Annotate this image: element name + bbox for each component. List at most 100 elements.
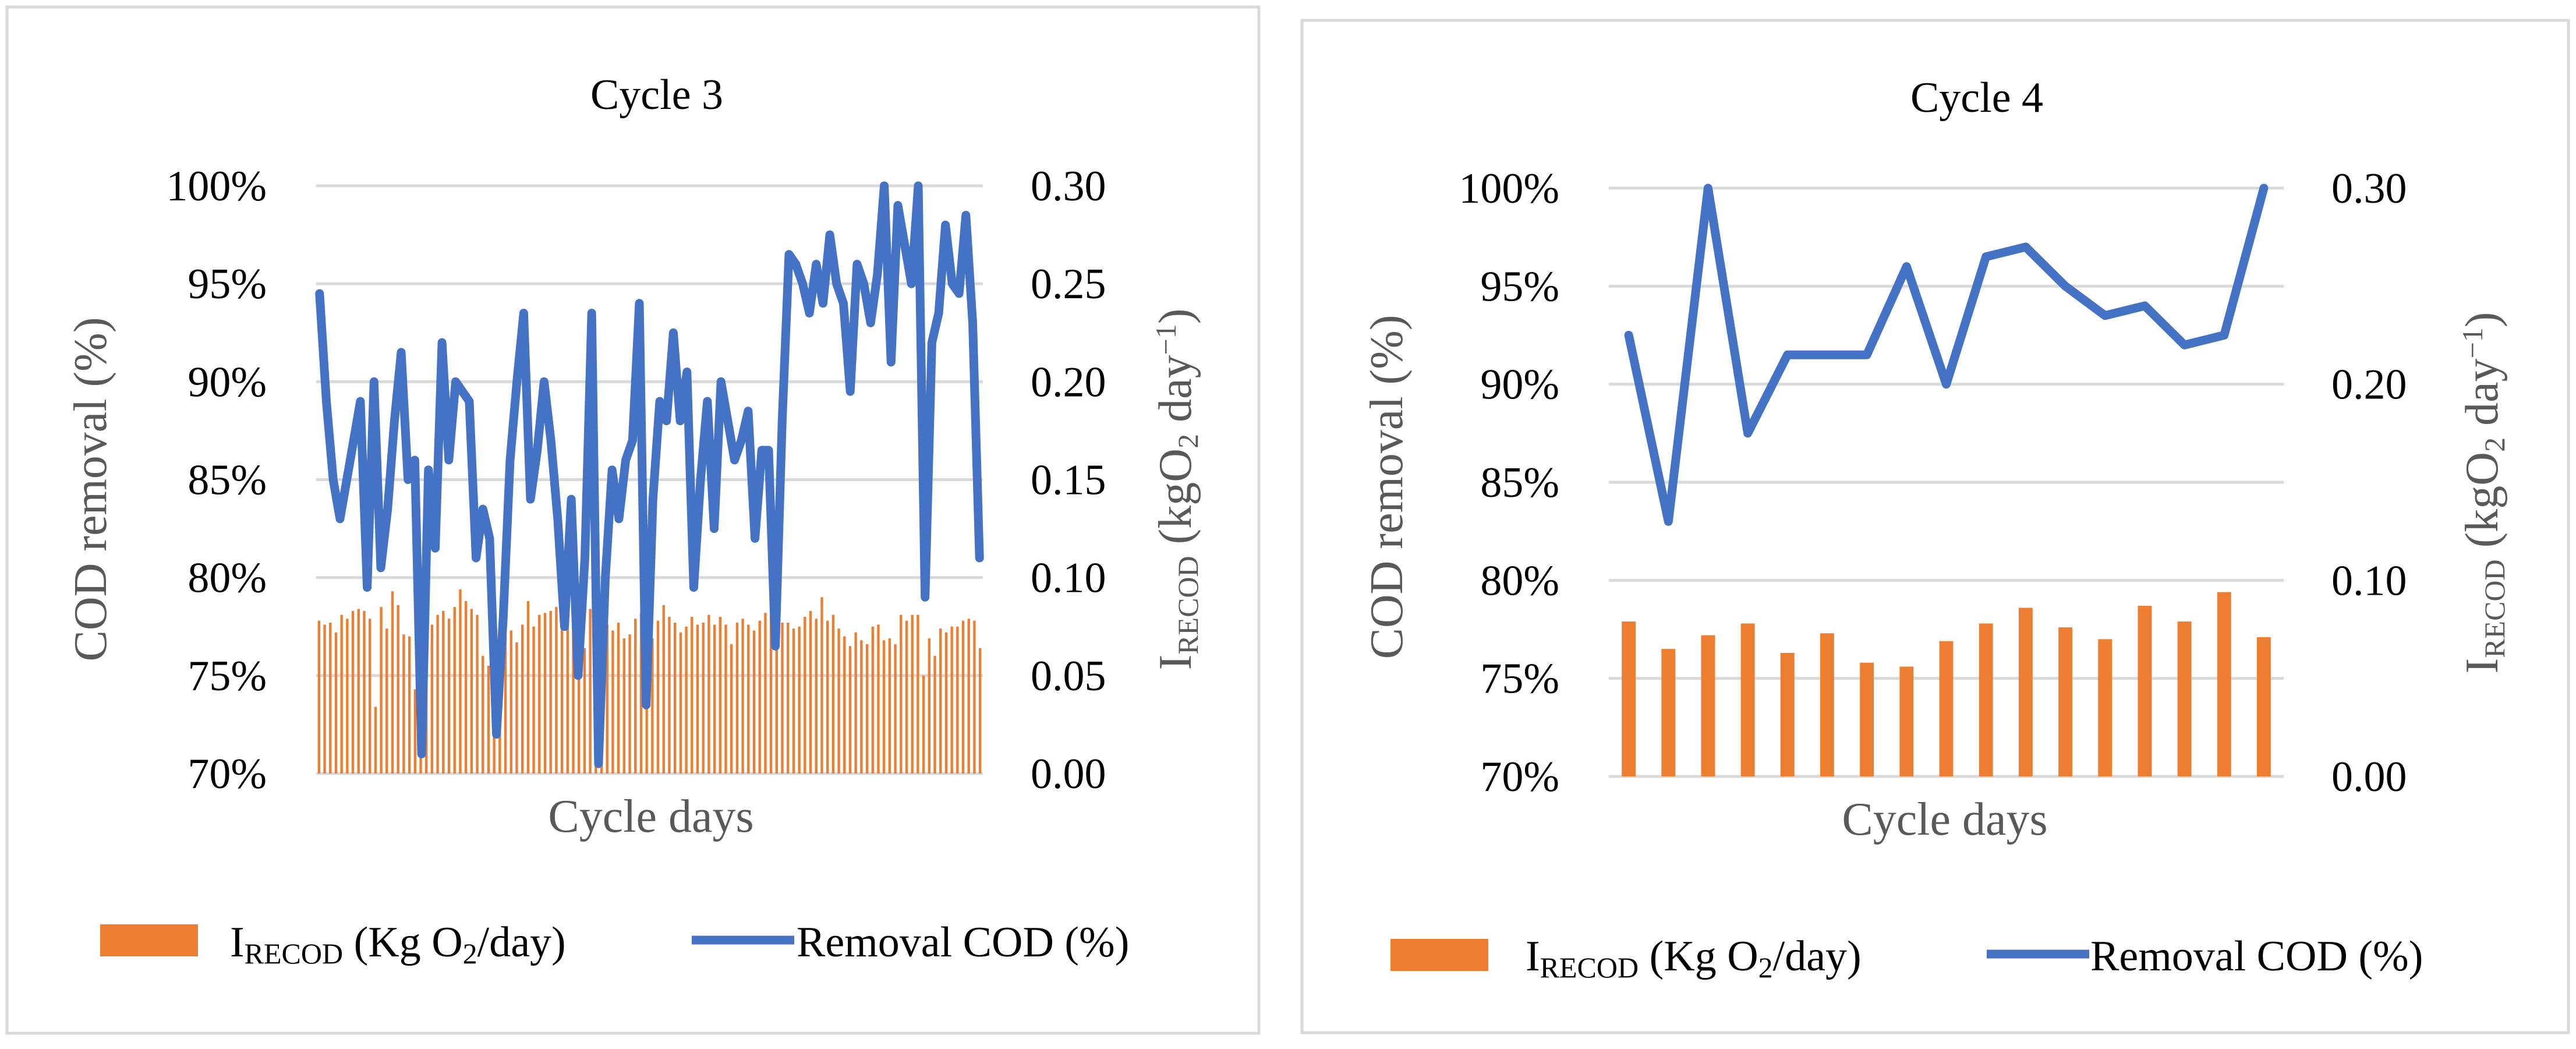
bar — [809, 610, 812, 773]
bar — [1780, 652, 1795, 776]
left-tick-label: 100% — [1459, 165, 1559, 213]
bar — [679, 632, 682, 773]
bar — [442, 610, 445, 773]
bar — [504, 634, 507, 773]
bar — [436, 614, 439, 773]
legend-label-removal-cod: Removal COD (%) — [797, 919, 1129, 966]
bar — [611, 630, 614, 773]
bar — [2018, 607, 2033, 776]
bar — [651, 638, 654, 773]
left-tick-label: 85% — [1480, 459, 1559, 507]
bar — [888, 638, 891, 773]
bar — [555, 607, 558, 773]
right-tick-label: 0.00 — [2331, 753, 2407, 801]
bar — [747, 624, 750, 773]
bar — [549, 610, 552, 773]
line-series-removal-cod — [1624, 183, 2269, 526]
bar — [826, 620, 829, 773]
bar — [402, 634, 405, 773]
bar — [572, 616, 575, 773]
bar — [702, 623, 705, 773]
left-tick-label: 95% — [1480, 263, 1559, 310]
bar — [374, 707, 377, 773]
bar — [961, 620, 965, 773]
bar — [865, 644, 869, 773]
right-axis-title-close: ) — [1150, 309, 1201, 324]
left-tick-label: 75% — [187, 652, 267, 700]
legend-label-irecod: IRECOD (Kg O2/day) — [1526, 933, 1862, 984]
bar — [978, 648, 982, 773]
right-tick-label: 0.00 — [1031, 750, 1106, 798]
bar — [413, 689, 416, 773]
legend-swatch-irecod — [100, 924, 198, 956]
bar — [854, 632, 857, 773]
right-tick-label: 0.05 — [1031, 652, 1106, 700]
left-tick-label: 90% — [187, 358, 267, 406]
right-axis-title-rest: (kgO — [1150, 448, 1201, 556]
bar — [928, 638, 931, 773]
bar — [967, 619, 970, 773]
bar — [323, 624, 326, 773]
bar — [1661, 649, 1676, 776]
bar — [447, 619, 451, 773]
bar — [391, 591, 394, 773]
right-tick-label: 0.20 — [2331, 361, 2407, 409]
bar — [329, 623, 332, 773]
left-tick-label: 100% — [166, 163, 267, 210]
bar — [532, 626, 535, 773]
bar — [397, 605, 399, 773]
bar — [730, 644, 733, 773]
bar — [459, 589, 462, 773]
bar — [781, 623, 784, 773]
right-axis-title-rest2: day — [1150, 355, 1201, 434]
bar — [673, 623, 677, 773]
bar-series-irecod — [1622, 592, 2271, 776]
right-axis-title-sub2: 2 — [2478, 437, 2511, 452]
bar — [792, 628, 795, 773]
bar — [487, 666, 490, 773]
bar — [317, 620, 321, 773]
bar — [939, 628, 942, 773]
x-axis-title: Cycle days — [1842, 794, 2047, 845]
chart-title: Cycle 3 — [590, 71, 723, 119]
bar — [804, 616, 806, 773]
bar — [933, 656, 936, 773]
bar — [2138, 606, 2152, 776]
right-tick-label: 0.10 — [2331, 557, 2407, 605]
bar — [566, 619, 569, 773]
right-axis-title: IRECOD (kgO2 day−1) — [1149, 309, 1204, 670]
bar — [764, 613, 767, 773]
right-axis-title-sup: −1 — [1149, 324, 1182, 355]
bar — [2177, 621, 2192, 776]
bar — [758, 620, 761, 773]
bar — [917, 614, 919, 773]
bar — [2098, 639, 2113, 776]
bar — [820, 597, 823, 773]
bar — [538, 614, 541, 773]
left-axis-tick-labels: 70% 75% 80% 85% 90% 95% 100% — [1459, 165, 1559, 801]
bar — [380, 607, 383, 773]
bar — [2256, 637, 2271, 776]
bar — [1820, 633, 1834, 776]
bar — [1701, 635, 1715, 776]
bar — [696, 624, 699, 773]
right-axis-title-sub: RECOD — [2478, 559, 2511, 658]
legend-swatch-irecod — [1390, 939, 1488, 971]
bar — [900, 614, 903, 773]
bar — [860, 640, 863, 773]
right-axis-tick-labels: 0.00 0.05 0.10 0.15 0.20 0.25 0.30 — [1031, 163, 1106, 798]
chart-panel-cycle-4: Cycle 4 70%75%80%85%90%95%100% 0.000.100… — [1300, 19, 2570, 1034]
bar — [883, 640, 886, 773]
chart-title: Cycle 4 — [1910, 74, 2043, 122]
right-tick-label: 0.10 — [1031, 554, 1106, 602]
left-axis-tick-labels: 70% 75% 80% 85% 90% 95% 100% — [166, 163, 267, 798]
bar — [1939, 641, 1954, 776]
left-axis-title: COD removal (%) — [65, 317, 116, 662]
left-tick-label: 95% — [187, 260, 267, 308]
bar — [476, 614, 479, 773]
bar — [622, 638, 626, 773]
right-tick-label: 0.25 — [1031, 260, 1106, 308]
bar — [1979, 623, 1993, 776]
bar — [351, 610, 355, 773]
